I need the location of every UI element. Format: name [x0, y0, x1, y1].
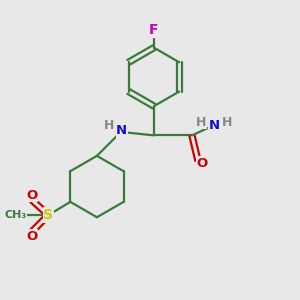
Text: O: O — [26, 189, 38, 202]
Text: N: N — [116, 124, 127, 137]
Text: F: F — [149, 23, 159, 37]
Text: O: O — [26, 230, 38, 243]
Text: O: O — [196, 157, 208, 170]
Text: H: H — [196, 116, 206, 129]
Text: CH₃: CH₃ — [4, 210, 26, 220]
Text: H: H — [222, 116, 232, 129]
Text: N: N — [208, 118, 220, 132]
Text: S: S — [44, 208, 53, 222]
Text: H: H — [104, 119, 115, 132]
